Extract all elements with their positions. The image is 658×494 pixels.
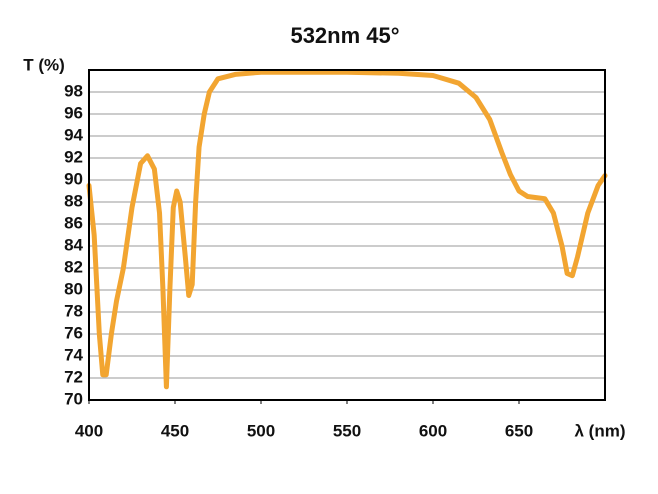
x-axis-label: λ (nm) <box>575 421 626 440</box>
x-tick-label: 650 <box>505 421 533 440</box>
y-axis-label: T (%) <box>23 55 65 74</box>
y-tick-label: 88 <box>64 191 83 210</box>
y-tick-label: 78 <box>64 301 83 320</box>
y-tick-label: 82 <box>64 257 83 276</box>
x-tick-label: 550 <box>333 421 361 440</box>
y-tick-label: 76 <box>64 323 83 342</box>
y-tick-label: 90 <box>64 169 83 188</box>
x-tick-label: 600 <box>419 421 447 440</box>
y-tick-label: 84 <box>64 235 83 254</box>
y-tick-label: 98 <box>64 81 83 100</box>
y-tick-label: 74 <box>64 345 83 364</box>
y-tick-label: 96 <box>64 103 83 122</box>
x-tick-label: 450 <box>161 421 189 440</box>
data-line <box>86 69 608 390</box>
y-tick-label: 86 <box>64 213 83 232</box>
x-tick-label: 500 <box>247 421 275 440</box>
chart-title: 532nm 45° <box>290 23 399 48</box>
x-tick-label: 400 <box>75 421 103 440</box>
y-tick-label: 94 <box>64 125 83 144</box>
y-tick-label: 70 <box>64 389 83 408</box>
y-tick-label: 80 <box>64 279 83 298</box>
y-tick-label: 72 <box>64 367 83 386</box>
y-tick-label: 92 <box>64 147 83 166</box>
plot-frame <box>88 69 606 401</box>
